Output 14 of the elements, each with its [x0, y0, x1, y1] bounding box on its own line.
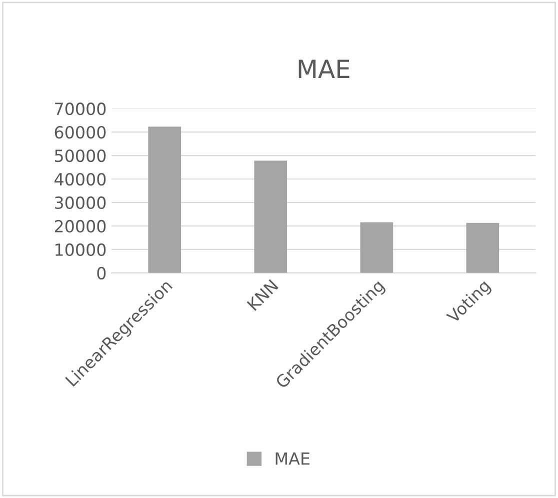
y-tick-label: 60000	[54, 126, 106, 139]
y-tick-label: 40000	[54, 172, 106, 186]
bar	[148, 126, 182, 273]
y-tick-label: 0	[97, 266, 106, 280]
bar	[254, 160, 288, 273]
y-tick-label: 20000	[54, 220, 106, 233]
legend-label: MAE	[276, 452, 310, 465]
bar	[360, 222, 394, 273]
y-tick-label: 70000	[55, 102, 106, 116]
bar	[466, 222, 500, 273]
y-tick-label: 50000	[55, 149, 106, 162]
y-tick-label: 10000	[56, 243, 106, 256]
chart-title: MAE	[298, 60, 350, 78]
y-tick-label: 30000	[54, 196, 106, 210]
